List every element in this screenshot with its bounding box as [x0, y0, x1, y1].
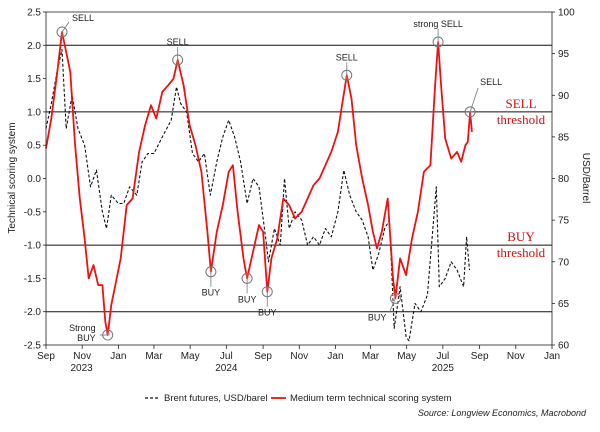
legend: Brent futures, USD/barel Medium term tec…	[145, 393, 452, 404]
x-year-label-1: 2024	[215, 363, 238, 374]
x-tick-label-4: May	[181, 351, 200, 362]
x-tick-label-8: Jan	[327, 351, 343, 362]
y-right-tick-label-3: 85	[558, 132, 570, 143]
y-right-tick-label-7: 65	[558, 299, 570, 310]
x-tick-label-1: Nov	[73, 351, 91, 362]
y-left-tick-label-9: -2.0	[24, 307, 42, 318]
signal-label-7: BUY	[238, 294, 257, 304]
y-left-tick-label-1: 2.0	[27, 41, 41, 52]
legend-brent-label: Brent futures, USD/barel	[164, 393, 268, 404]
y-left-tick-label-7: -1.0	[24, 241, 42, 252]
signal-label-6: BUY	[202, 288, 221, 298]
series-line-score	[46, 32, 472, 335]
x-tick-label-0: Sep	[37, 351, 55, 362]
y-left-tick-label-8: -1.5	[24, 274, 42, 285]
y-right-tick-label-5: 75	[558, 216, 570, 227]
x-tick-label-7: Nov	[290, 351, 308, 362]
x-tick-label-11: Jul	[436, 351, 449, 362]
x-year-label-2: 2025	[432, 363, 455, 374]
series-lines	[46, 32, 472, 341]
signal-label-2: SELL	[336, 52, 358, 62]
y-left-tick-label-2: 1.5	[27, 74, 41, 85]
x-tick-label-14: Jan	[544, 351, 560, 362]
y-left-tick-label-5: 0.0	[27, 174, 41, 185]
signal-label-0: SELL	[72, 13, 94, 23]
x-tick-label-9: Mar	[362, 351, 380, 362]
x-tick-label-13: Nov	[507, 351, 525, 362]
y-right-tick-label-0: 100	[558, 8, 575, 19]
signal-label-8: BUY	[258, 308, 277, 318]
x-tick-label-10: May	[397, 351, 416, 362]
signal-label-line: Strong	[69, 323, 96, 333]
y-left-tick-label-4: 0.5	[27, 141, 41, 152]
threshold-label-0-0: SELL	[505, 96, 536, 111]
y-right-tick-label-8: 60	[558, 341, 570, 352]
threshold-label-1-1: threshold	[497, 245, 546, 260]
signal-label-line: BUY	[77, 333, 96, 343]
x-year-label-0: 2023	[70, 363, 93, 374]
x-tick-label-2: Jan	[110, 351, 126, 362]
source-note: Source: Longview Economics, Macrobond	[418, 408, 587, 418]
x-tick-label-3: Mar	[145, 351, 163, 362]
x-tick-label-5: Jul	[220, 351, 233, 362]
signal-label-9: BUY	[368, 312, 387, 322]
plot-frame	[46, 12, 552, 345]
threshold-lines	[46, 45, 552, 311]
y-left-tick-label-3: 1.0	[27, 107, 41, 118]
y-left-axis-title: Technical scoring system	[7, 122, 18, 233]
series-line-brent	[46, 50, 470, 341]
y-right-axis-title: USD/Barrel	[580, 153, 591, 204]
y-right-tick-label-4: 80	[558, 174, 570, 185]
y-left-tick-label-6: -0.5	[24, 207, 42, 218]
y-right-tick-label-6: 70	[558, 257, 570, 268]
x-tick-label-6: Sep	[254, 351, 272, 362]
x-tick-label-12: Sep	[471, 351, 489, 362]
threshold-label-1-0: BUY	[507, 229, 535, 244]
threshold-label-0-1: threshold	[497, 112, 546, 127]
y-left-tick-label-0: 2.5	[27, 8, 41, 19]
y-left-tick-label-10: -2.5	[24, 341, 42, 352]
signal-label-1: SELL	[167, 37, 189, 47]
signal-label-3: strong SELL	[413, 19, 463, 29]
signal-label-4: SELL	[480, 77, 502, 87]
y-right-tick-label-2: 90	[558, 91, 570, 102]
axes: 2.5 2.0 1.5 1.0 0.5 0.0 -0.5 -1.0 -1.5 -2.0 -2.5 10…	[24, 8, 575, 375]
legend-score-label: Medium term technical scoring system	[290, 393, 452, 404]
y-right-tick-label-1: 95	[558, 49, 570, 60]
